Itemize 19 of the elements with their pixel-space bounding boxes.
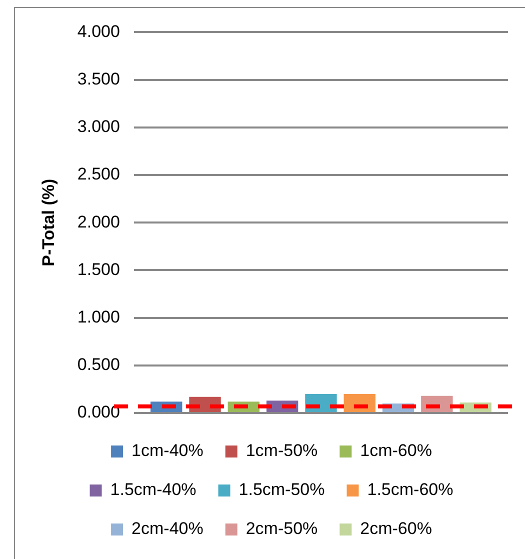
y-tick-label: 3.000 [77,117,120,136]
y-tick-label: 1.500 [77,260,120,279]
legend-label: 1cm-50% [246,441,318,460]
y-tick-label: 1.000 [77,307,120,326]
y-tick-label: 4.000 [77,22,120,41]
legend-label: 2cm-60% [360,519,432,538]
y-tick-label: 2.500 [77,164,120,184]
legend-label: 2cm-50% [246,519,318,538]
legend-label: 1.5cm-50% [238,480,325,500]
y-axis-title: P-Total (%) [38,178,58,266]
y-tick-label: 2.000 [77,212,120,232]
legend-label: 2cm-40% [132,519,204,538]
y-tick-label: 3.500 [77,69,120,88]
legend-label: 1.5cm-60% [367,480,454,500]
y-tick-label: 0.000 [77,402,120,422]
legend-label: 1cm-40% [132,441,204,460]
legend-label: 1.5cm-40% [110,480,196,500]
legend-label: 1cm-60% [360,441,432,460]
y-tick-label: 0.500 [77,355,120,374]
